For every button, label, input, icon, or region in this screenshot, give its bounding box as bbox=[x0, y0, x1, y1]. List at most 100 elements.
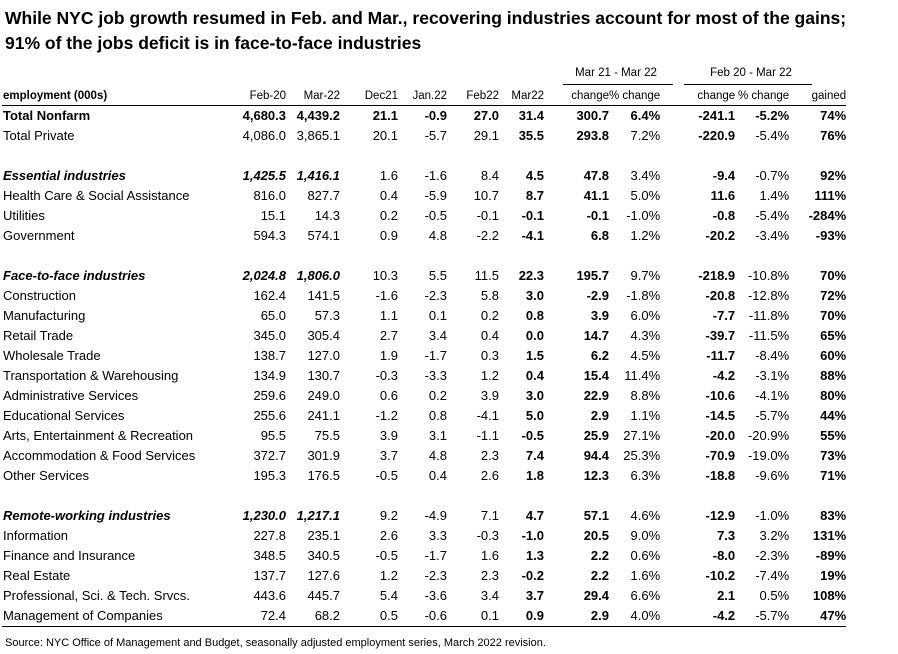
table-cell: 300.7 bbox=[576, 108, 609, 123]
row-label: Essential industries bbox=[3, 168, 126, 183]
column-header: Mar22 bbox=[499, 87, 544, 106]
table-row: Total Private 4,086.0 3,865.1 20.1 -5.7 29.1 3… bbox=[2, 126, 846, 146]
table-cell: 0.9 bbox=[379, 228, 398, 243]
table-row: Government 594.3 574.1 0.9 4.8 -2.2 -4.1 6.8 1.2… bbox=[2, 226, 846, 246]
table-cell: 6.0% bbox=[630, 308, 661, 323]
table-cell: -89% bbox=[815, 548, 847, 563]
table-cell: -11.7 bbox=[706, 348, 736, 363]
table-cell: 75.5 bbox=[314, 428, 340, 443]
column-header: employment (000s) bbox=[2, 87, 232, 106]
row-label: Accommodation & Food Services bbox=[3, 448, 196, 463]
table-cell: 7.1 bbox=[480, 508, 499, 523]
table-cell: -0.1 bbox=[586, 208, 609, 223]
table-cell: 1.5 bbox=[525, 348, 544, 363]
table-cell: 71% bbox=[820, 468, 847, 483]
table-cell: 92% bbox=[820, 168, 847, 183]
table-cell: -0.7% bbox=[755, 168, 790, 183]
table-cell: 1.2 bbox=[379, 568, 398, 583]
row-label: Information bbox=[3, 528, 69, 543]
table-row: Face-to-face industries 2,024.8 1,806.0 10.… bbox=[2, 266, 846, 286]
table-cell: 7.3 bbox=[717, 528, 736, 543]
table-cell: 235.1 bbox=[307, 528, 340, 543]
row-label: Finance and Insurance bbox=[3, 548, 136, 563]
table-cell: 445.7 bbox=[307, 588, 340, 603]
table-row: Wholesale Trade 138.7 127.0 1.9 -1.7 0.3 1.5 6.… bbox=[2, 346, 846, 366]
table-cell: -3.3 bbox=[424, 368, 447, 383]
table-row: Remote-working industries 1,230.0 1,217.1 9… bbox=[2, 506, 846, 526]
table-cell: 0.4 bbox=[480, 328, 499, 343]
table-cell: -0.3 bbox=[375, 368, 398, 383]
table-cell: 35.5 bbox=[518, 128, 544, 143]
table-cell: -5.4% bbox=[755, 208, 790, 223]
table-cell: 3.9 bbox=[480, 388, 499, 403]
table-row: Retail Trade 345.0 305.4 2.7 3.4 0.4 0.0 14.7 4.… bbox=[2, 326, 846, 346]
table-cell: -0.9 bbox=[424, 108, 447, 123]
table-cell: 108% bbox=[812, 588, 847, 603]
table-cell: 10.3 bbox=[372, 268, 398, 283]
column-header: Dec21 bbox=[340, 87, 398, 106]
table-cell: 127.0 bbox=[307, 348, 340, 363]
table-cell: 1.2 bbox=[480, 368, 499, 383]
table-cell: -1.2 bbox=[375, 408, 398, 423]
column-header: change bbox=[660, 87, 736, 106]
table-cell: 0.8 bbox=[525, 308, 544, 323]
title-line-1: While NYC job growth resumed in Feb. and… bbox=[5, 8, 847, 28]
table-cell: -0.1 bbox=[476, 208, 499, 223]
table-cell: 0.6 bbox=[379, 388, 398, 403]
row-label: Total Private bbox=[3, 128, 75, 143]
table-cell: 7.4 bbox=[525, 448, 544, 463]
section-spacer bbox=[2, 246, 846, 266]
table-row: Information 227.8 235.1 2.6 3.3 -0.3 -1.0 20.5 9… bbox=[2, 526, 846, 546]
table-cell: 1.6 bbox=[480, 548, 499, 563]
table-cell: 27.1% bbox=[623, 428, 661, 443]
table-row: Utilities 15.1 14.3 0.2 -0.5 -0.1 -0.1 -0.1 -1.0… bbox=[2, 206, 846, 226]
table-cell: -3.4% bbox=[755, 228, 790, 243]
table-cell: 574.1 bbox=[307, 228, 340, 243]
table-cell: 1.4% bbox=[759, 188, 790, 203]
table-row: Administrative Services 259.6 249.0 0.6 0.2 3… bbox=[2, 386, 846, 406]
row-label: Face-to-face industries bbox=[3, 268, 146, 283]
table-cell: -3.1% bbox=[755, 368, 790, 383]
table-cell: 0.0 bbox=[525, 328, 544, 343]
table-cell: 3.2% bbox=[759, 528, 790, 543]
table-cell: -241.1 bbox=[698, 108, 736, 123]
table-cell: -10.8% bbox=[747, 268, 790, 283]
table-cell: 162.4 bbox=[253, 288, 286, 303]
table-cell: 20.1 bbox=[372, 128, 398, 143]
table-header: employment (000s) Feb-20 Mar-22 Dec21 Jan.22… bbox=[2, 87, 847, 106]
table-cell: 249.0 bbox=[307, 388, 340, 403]
table-cell: 55% bbox=[820, 428, 847, 443]
table-row: Educational Services 255.6 241.1 -1.2 0.8 -4.… bbox=[2, 406, 846, 426]
table-cell: 6.3% bbox=[630, 468, 661, 483]
table-cell: 372.7 bbox=[253, 448, 286, 463]
table-cell: 4,680.3 bbox=[242, 108, 286, 123]
row-label: Wholesale Trade bbox=[3, 348, 101, 363]
table-cell: 3.4 bbox=[480, 588, 499, 603]
table-cell: -4.2 bbox=[660, 606, 736, 627]
table-cell: -2.3 bbox=[424, 288, 447, 303]
table-cell: 65% bbox=[820, 328, 847, 343]
table-cell: 27.0 bbox=[473, 108, 499, 123]
table-cell: 3.9 bbox=[379, 428, 398, 443]
table-cell: 130.7 bbox=[307, 368, 340, 383]
table-cell: 11.6 bbox=[710, 188, 736, 203]
table-cell: 11.4% bbox=[624, 368, 661, 383]
table-cell: 1,425.5 bbox=[242, 168, 286, 183]
table-cell: 88% bbox=[820, 368, 847, 383]
table-cell: -5.4% bbox=[755, 128, 790, 143]
table-cell: -3.6 bbox=[424, 588, 447, 603]
table-cell: 0.9 bbox=[499, 606, 544, 627]
table-cell: 2.1 bbox=[717, 588, 736, 603]
table-cell: 0.2 bbox=[480, 308, 499, 323]
table-cell: -5.7% bbox=[735, 606, 790, 627]
column-header: Feb22 bbox=[447, 87, 499, 106]
group-header-mar21-mar22: Mar 21 - Mar 22 bbox=[575, 67, 657, 79]
table-cell: -1.0% bbox=[755, 508, 790, 523]
table-cell: 1,416.1 bbox=[296, 168, 340, 183]
table-cell: 305.4 bbox=[307, 328, 340, 343]
row-label: Remote-working industries bbox=[3, 508, 171, 523]
table-cell: 2.3 bbox=[480, 568, 499, 583]
table-cell: -0.5 bbox=[375, 548, 398, 563]
table-cell: 70% bbox=[820, 308, 847, 323]
table-cell: -0.6 bbox=[398, 606, 447, 627]
